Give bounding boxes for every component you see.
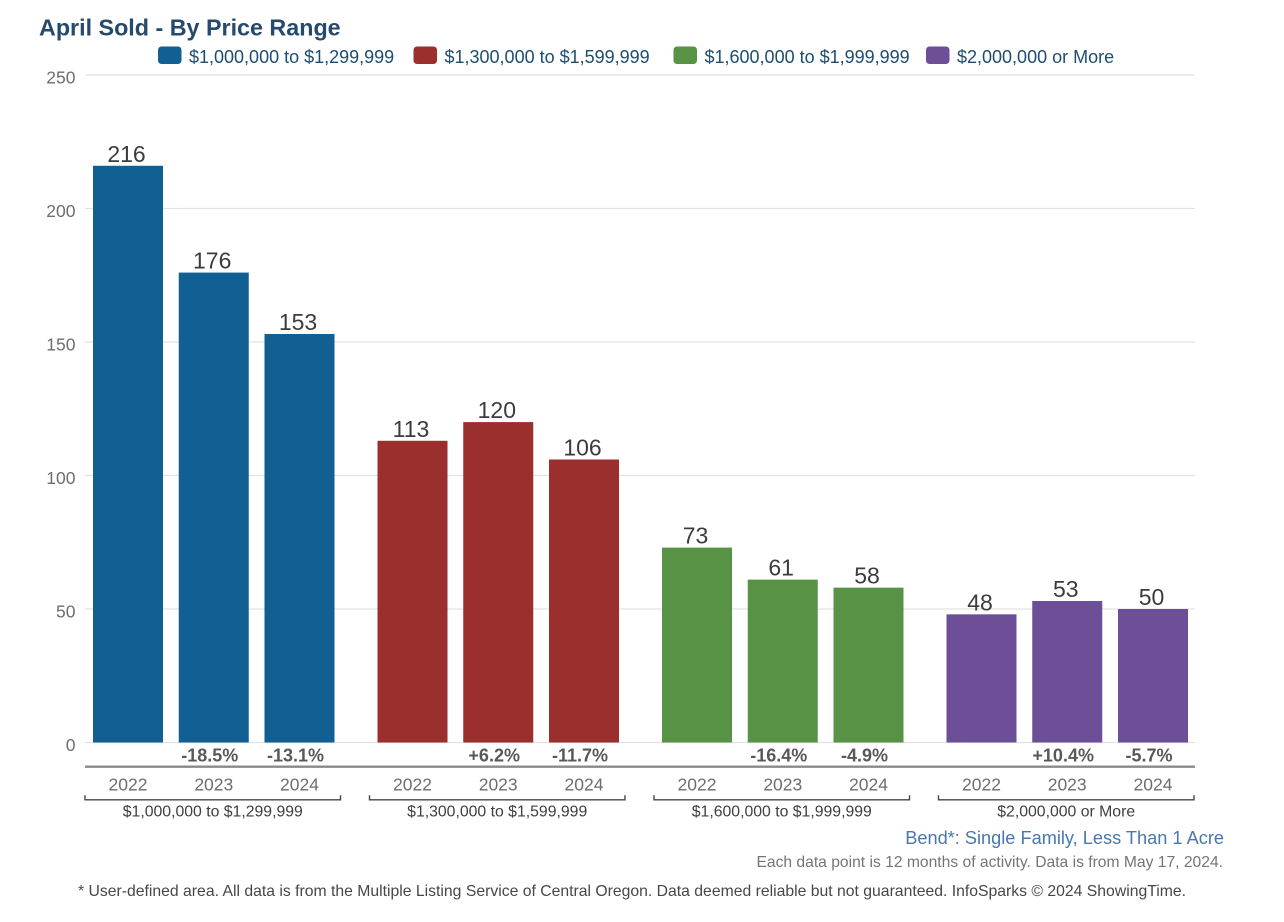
- svg-text:100: 100: [46, 468, 75, 488]
- svg-text:53: 53: [1053, 576, 1079, 602]
- svg-text:+6.2%: +6.2%: [468, 746, 520, 766]
- svg-text:50: 50: [56, 602, 76, 622]
- svg-text:73: 73: [683, 523, 709, 549]
- svg-text:50: 50: [1139, 584, 1165, 610]
- svg-text:Bend*: Single Family, Less Tha: Bend*: Single Family, Less Than 1 Acre: [905, 828, 1224, 848]
- svg-text:$2,000,000 or More: $2,000,000 or More: [997, 803, 1135, 820]
- svg-text:216: 216: [107, 141, 145, 167]
- svg-text:58: 58: [854, 563, 880, 589]
- svg-text:2022: 2022: [109, 775, 148, 795]
- svg-text:-13.1%: -13.1%: [267, 746, 324, 766]
- svg-text:$1,000,000 to $1,299,999: $1,000,000 to $1,299,999: [123, 803, 303, 820]
- svg-text:0: 0: [66, 735, 76, 755]
- svg-text:2022: 2022: [678, 775, 717, 795]
- svg-text:120: 120: [478, 397, 516, 423]
- svg-text:-5.7%: -5.7%: [1125, 746, 1172, 766]
- svg-text:$1,000,000 to $1,299,999: $1,000,000 to $1,299,999: [189, 47, 394, 67]
- svg-text:Each data point is 12 months o: Each data point is 12 months of activity…: [756, 854, 1223, 871]
- svg-text:2023: 2023: [194, 775, 233, 795]
- svg-text:$1,300,000 to $1,599,999: $1,300,000 to $1,599,999: [407, 803, 587, 820]
- svg-text:+10.4%: +10.4%: [1032, 746, 1094, 766]
- svg-text:2022: 2022: [393, 775, 432, 795]
- svg-text:2024: 2024: [849, 775, 888, 795]
- svg-text:2024: 2024: [1134, 775, 1173, 795]
- svg-text:-11.7%: -11.7%: [552, 746, 608, 766]
- svg-text:106: 106: [563, 435, 601, 461]
- svg-text:$2,000,000 or More: $2,000,000 or More: [957, 47, 1114, 67]
- svg-text:153: 153: [279, 309, 317, 335]
- svg-text:-4.9%: -4.9%: [841, 746, 888, 766]
- svg-text:2024: 2024: [280, 775, 319, 795]
- svg-text:-18.5%: -18.5%: [181, 746, 238, 766]
- svg-text:$1,600,000 to $1,999,999: $1,600,000 to $1,999,999: [692, 803, 872, 820]
- svg-text:$1,600,000 to $1,999,999: $1,600,000 to $1,999,999: [705, 47, 910, 67]
- svg-text:113: 113: [393, 416, 430, 442]
- svg-text:2024: 2024: [565, 775, 604, 795]
- svg-text:2023: 2023: [1048, 775, 1087, 795]
- svg-text:2023: 2023: [763, 775, 802, 795]
- svg-text:2023: 2023: [479, 775, 518, 795]
- svg-text:48: 48: [967, 589, 993, 615]
- svg-text:-16.4%: -16.4%: [750, 746, 807, 766]
- svg-text:176: 176: [193, 248, 231, 274]
- svg-text:200: 200: [46, 201, 75, 221]
- svg-text:61: 61: [768, 555, 794, 581]
- svg-text:2022: 2022: [962, 775, 1001, 795]
- svg-text:* User-defined area. All data: * User-defined area. All data is from th…: [78, 883, 1186, 900]
- svg-text:April Sold - By Price Range: April Sold - By Price Range: [39, 15, 341, 41]
- svg-text:$1,300,000 to $1,599,999: $1,300,000 to $1,599,999: [445, 47, 650, 67]
- svg-text:250: 250: [46, 68, 75, 88]
- svg-text:150: 150: [46, 335, 75, 355]
